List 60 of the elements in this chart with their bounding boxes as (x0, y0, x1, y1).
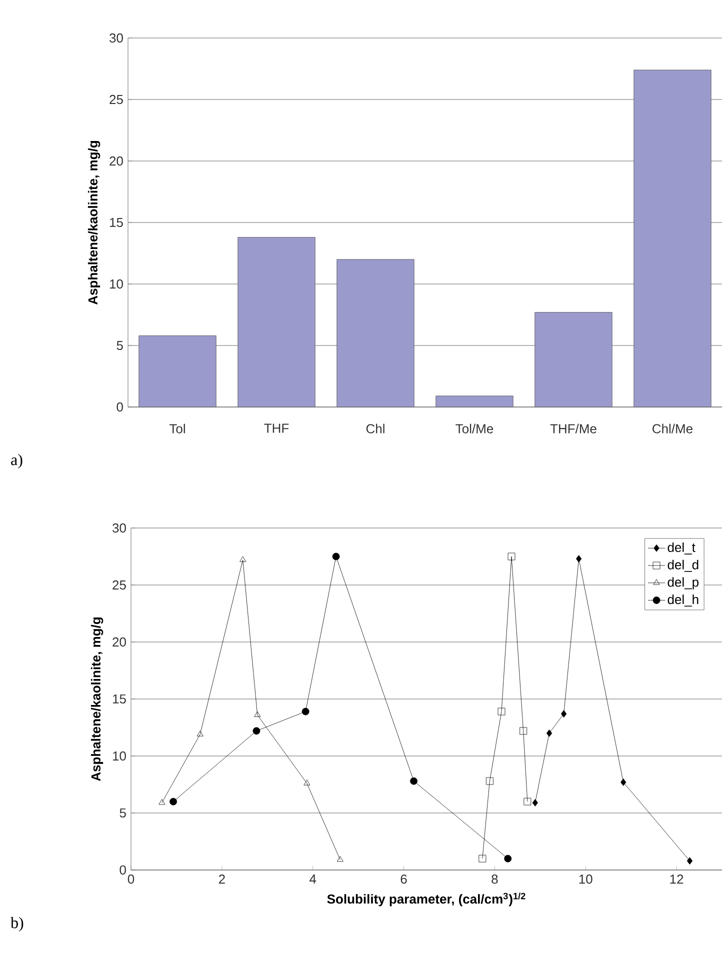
x-tick-label: 6 (400, 874, 407, 884)
y-tick-label: 10 (110, 279, 123, 289)
point (508, 552, 516, 560)
point (520, 727, 528, 735)
y-tick-label: 20 (110, 156, 123, 166)
text: b) (10, 916, 24, 932)
x-tick-label: 10 (579, 874, 592, 884)
point (546, 729, 552, 737)
point (304, 780, 310, 786)
point (170, 798, 177, 806)
point (252, 727, 260, 735)
y-axis-title: Asphaltene/kaolinite, mg/g (90, 618, 104, 782)
point (532, 799, 538, 806)
y-tick-label: 5 (116, 340, 123, 350)
x-axis-title: Solubility parameter, (cal/cm$^{3}$)$^{1/2}$ (327, 892, 526, 906)
x-tick-label: 8 (492, 874, 498, 884)
point (498, 708, 506, 716)
y-tick-label: 30 (110, 33, 123, 43)
point (486, 777, 494, 785)
x-tick-label: Tol (169, 424, 185, 434)
x-tick-label: Chl/Me (652, 424, 692, 434)
point (336, 856, 344, 862)
text: a) (11, 454, 22, 468)
y-tick-label: 30 (112, 523, 126, 533)
y-tick-label: 25 (110, 94, 123, 104)
point (196, 730, 204, 736)
point (302, 708, 310, 716)
x-tick-label: Chl (366, 424, 384, 434)
y-tick-label: 25 (112, 580, 126, 590)
point (158, 799, 166, 805)
y-tick-label: 15 (110, 218, 123, 228)
y-tick-label: 20 (112, 637, 126, 647)
y-tick-label: 5 (120, 808, 126, 818)
legend-label: del_d (668, 560, 698, 572)
point (410, 777, 418, 785)
legend-label: del_h (668, 594, 698, 607)
x-tick-label: 2 (218, 874, 225, 884)
point (576, 555, 582, 562)
y-tick-label: 0 (116, 402, 123, 412)
point (686, 857, 693, 865)
x-tick-label: 4 (310, 874, 316, 884)
legend-label: del_t (668, 542, 696, 554)
point (504, 854, 512, 862)
x-tick-label: THF (264, 424, 289, 433)
y-tick-label: 0 (120, 865, 126, 875)
x-tick-label: Tol/Me (456, 424, 494, 434)
y-tick-label: 10 (112, 751, 126, 761)
point (524, 798, 532, 806)
point (560, 710, 567, 718)
point (620, 778, 626, 786)
y-tick-label: 15 (112, 694, 126, 704)
point (240, 556, 246, 562)
point (332, 552, 340, 560)
point (478, 854, 486, 862)
y-axis-title: Asphaltene/kaolinite, mg/g (88, 141, 100, 305)
x-tick-label: THF/Me (550, 424, 596, 434)
point (254, 711, 261, 717)
x-tick-label: 12 (670, 874, 684, 884)
legend-label: del_p (668, 577, 699, 590)
x-tick-label: 0 (128, 874, 134, 884)
